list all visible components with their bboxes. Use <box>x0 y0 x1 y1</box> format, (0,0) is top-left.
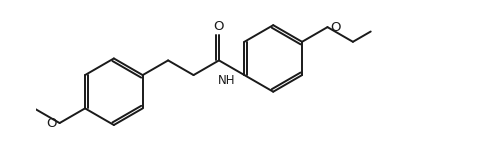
Text: O: O <box>330 21 340 34</box>
Text: NH: NH <box>218 74 236 87</box>
Text: O: O <box>47 117 57 130</box>
Text: O: O <box>214 20 224 33</box>
